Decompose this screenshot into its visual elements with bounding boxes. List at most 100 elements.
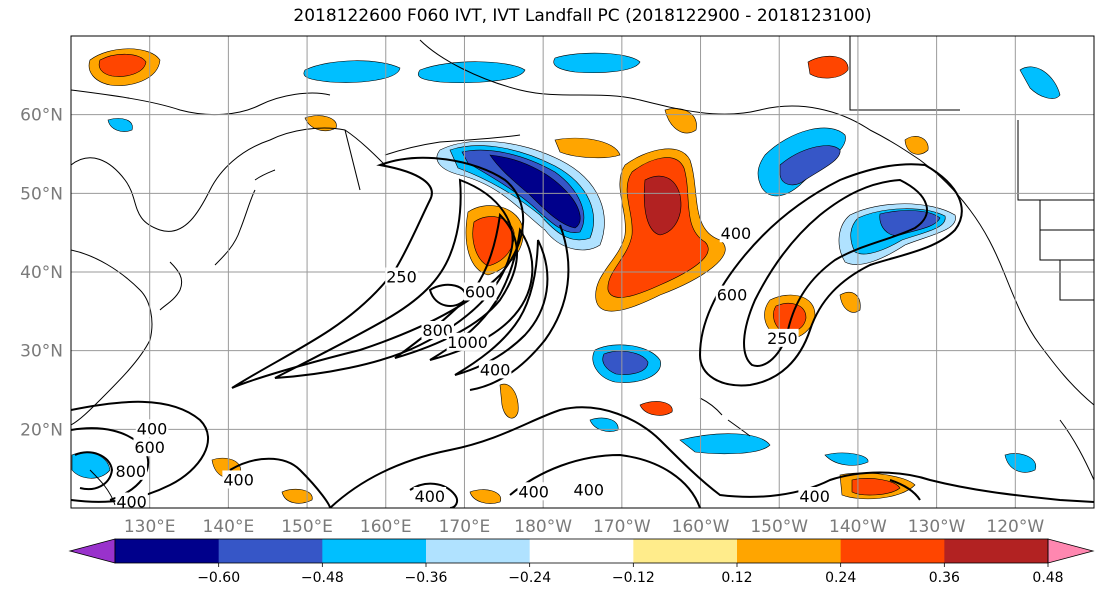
contour-label-bg xyxy=(115,492,148,508)
colorbar-segment xyxy=(944,539,1049,563)
coastline-canada-interior xyxy=(849,36,1094,201)
colorbar-arrow-min xyxy=(68,538,116,564)
pc-negative-region xyxy=(824,452,869,466)
contour-label-bg xyxy=(719,224,753,243)
pc-positive-region xyxy=(807,55,849,79)
map-title: 2018122600 F060 IVT, IVT Landfall PC (20… xyxy=(293,6,872,26)
contour-label: 600 xyxy=(465,282,496,301)
lon-label: 120°W xyxy=(986,517,1044,537)
contour-label: 800 xyxy=(116,462,147,481)
pc-negative-region xyxy=(107,118,133,132)
colorbar-segment xyxy=(737,539,842,563)
lon-label: 180°W xyxy=(514,517,572,537)
pc-positive-region xyxy=(554,137,621,159)
colorbar-outline xyxy=(114,538,1049,564)
pc-negative-region xyxy=(779,145,841,186)
contour-label-bg xyxy=(133,438,166,457)
colorbar-tick-label: −0.60 xyxy=(197,570,240,586)
colorbar-segment xyxy=(426,539,531,563)
pc-negative-region xyxy=(1004,453,1037,473)
coastline-kamchatka xyxy=(344,129,361,191)
lon-label: 130°E xyxy=(124,517,176,537)
contour-label-bg xyxy=(222,470,255,489)
pc-negative-region xyxy=(303,60,401,83)
colorbar-tick-label: 0.24 xyxy=(825,570,856,586)
colorbar-tick-label: −0.48 xyxy=(301,570,344,586)
pc-negative-region xyxy=(589,417,619,432)
pc-positive-region xyxy=(644,175,682,236)
latitude-labels: 60°N 50°N 40°N 30°N 20°N xyxy=(20,106,63,441)
pc-positive-region xyxy=(904,136,929,155)
coastline-mexico xyxy=(1059,419,1094,481)
lon-label: 130°W xyxy=(908,517,966,537)
colorbar-segment xyxy=(529,539,634,563)
contour-label: 400 xyxy=(480,360,511,379)
contour-label-bg xyxy=(798,486,831,505)
ivt-contour-pacific-south-2 xyxy=(409,453,921,508)
coastline-korea xyxy=(159,261,183,311)
colorbar-segment xyxy=(218,539,323,563)
contour-label-bg xyxy=(135,419,169,438)
lon-label: 140°W xyxy=(829,517,887,537)
contour-label: 600 xyxy=(134,438,165,457)
coastline-aleutians xyxy=(384,134,521,156)
contour-label: 400 xyxy=(116,492,147,511)
lon-label: 160°W xyxy=(672,517,730,537)
lat-label: 20°N xyxy=(20,420,63,440)
coastline-alaska xyxy=(419,39,921,161)
contour-label-bg xyxy=(463,282,497,301)
pc-positive-region xyxy=(851,478,901,496)
pc-negative-region xyxy=(679,433,771,455)
ivt-contour-pacific-south xyxy=(329,406,1094,508)
ivt-contour-800 xyxy=(429,227,534,361)
pc-negative-region xyxy=(1019,66,1061,99)
ivt-contour-east-600 xyxy=(743,178,928,367)
pc-shading xyxy=(71,48,1061,504)
contour-label: 600 xyxy=(717,286,748,305)
contour-label-bg xyxy=(572,480,606,499)
contour-label: 400 xyxy=(574,481,605,500)
pc-positive-region xyxy=(469,489,502,504)
contour-label: 1000 xyxy=(447,333,488,352)
ivt-contour-250 xyxy=(231,156,525,389)
grid-lines xyxy=(71,36,1094,508)
contour-label: 400 xyxy=(518,482,549,501)
pc-positive-region xyxy=(639,401,673,416)
lon-label: 150°E xyxy=(281,517,333,537)
contour-label: 400 xyxy=(137,419,168,438)
colorbar-tick-label: 0.12 xyxy=(721,570,752,586)
contour-label-bg xyxy=(715,285,749,304)
state-borders xyxy=(1039,200,1094,301)
contour-label: 800 xyxy=(422,321,453,340)
ivt-contour-east-400 xyxy=(698,163,963,387)
ivt-contour-1000 xyxy=(454,239,549,376)
map-frame xyxy=(70,35,1095,509)
pc-negative-region xyxy=(418,61,526,83)
colorbar-tick-label: −0.36 xyxy=(405,570,448,586)
colorbar-segment xyxy=(322,539,427,563)
contour-label: 250 xyxy=(767,329,798,348)
lat-label: 30°N xyxy=(20,342,63,362)
contour-label-bg xyxy=(517,482,550,501)
pc-positive-region xyxy=(839,291,861,313)
contour-label: 400 xyxy=(799,487,830,506)
pc-negative-region xyxy=(553,52,641,73)
lon-label: 170°W xyxy=(593,517,651,537)
coastline-asia xyxy=(71,127,386,232)
contour-label: 400 xyxy=(721,224,752,243)
contour-label-bg xyxy=(413,486,447,505)
longitude-labels: 130°E 140°E 150°E 160°E 170°E 180°W 170°W 160°W… xyxy=(124,517,1045,537)
colorbar-tick-label: 0.48 xyxy=(1032,570,1063,586)
contour-label-bg xyxy=(421,321,454,339)
ivt-contour-outer-east xyxy=(469,224,570,391)
pc-negative-region xyxy=(602,350,649,375)
contour-label-bg xyxy=(766,328,799,347)
contour-label-bg xyxy=(114,461,148,480)
lat-label: 50°N xyxy=(20,184,63,204)
ivt-contour-400 xyxy=(274,178,514,379)
contour-label-bg xyxy=(446,332,489,351)
pc-negative-region xyxy=(489,154,581,229)
colorbar-segment xyxy=(115,539,220,563)
